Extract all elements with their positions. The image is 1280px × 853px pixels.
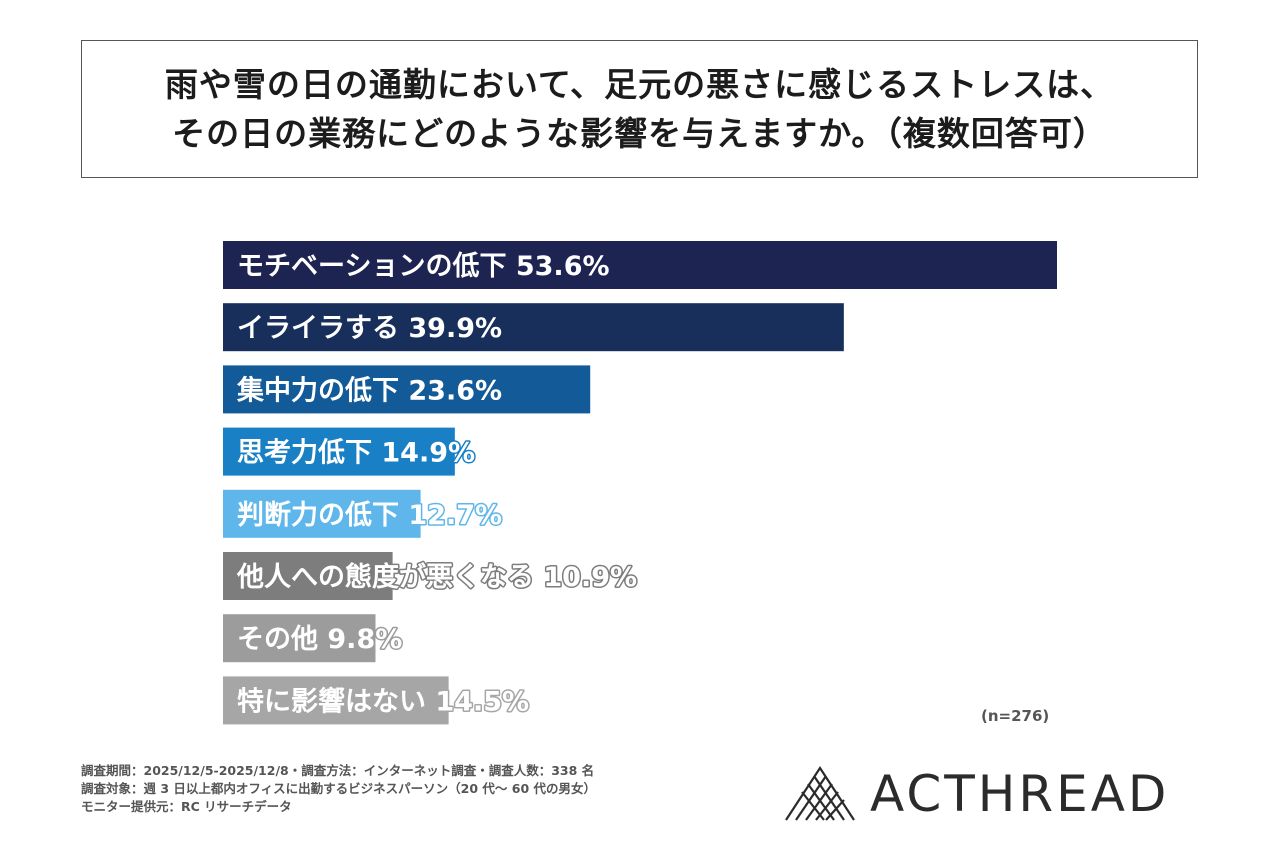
footnote-line: 調査対象：週 3 日以上都内オフィスに出勤するビジネスパーソン（20 代～ 60… (81, 781, 596, 796)
footnote-line: モニター提供元：RC リサーチデータ (81, 799, 292, 814)
chart-title-line-2: その日の業務にどのような影響を与えますか。（複数回答可） (172, 114, 1107, 153)
bar-6 (223, 552, 393, 600)
bar-label-5: 判断力の低下 12.7% (237, 500, 502, 531)
logo-wordmark: ACTHREAD (870, 765, 1170, 823)
bar-1 (223, 241, 1057, 289)
bar-label-4: 思考力低下 14.9% (237, 438, 475, 469)
survey-footnotes: 調査期間：2025/12/5-2025/12/8・調査方法：インターネット調査・… (81, 762, 596, 816)
bar-4 (223, 427, 455, 476)
bar-5 (223, 489, 421, 538)
woven-triangle-logo-icon (785, 766, 855, 821)
acthread-logo: ACTHREAD (784, 764, 1169, 824)
bar-7 (223, 614, 376, 663)
bar-label-2: イライラする 39.9% (237, 313, 502, 344)
bar-8 (223, 676, 449, 725)
chart-title-line-1: 雨や雪の日の通勤において、足元の悪さに感じるストレスは、 (164, 65, 1115, 104)
bar-3 (223, 365, 591, 414)
bar-label-7: その他 9.8% (237, 624, 402, 655)
footnote-line: 調査期間：2025/12/5-2025/12/8・調査方法：インターネット調査・… (81, 763, 595, 778)
bar-label-8: 特に影響はない 14.5% (237, 685, 529, 717)
bar-label-3: 集中力の低下 23.6% (236, 374, 502, 406)
bar-2 (223, 303, 844, 352)
chart-title-box: 雨や雪の日の通勤において、足元の悪さに感じるストレスは、 その日の業務にどのよう… (81, 40, 1198, 178)
bar-label-1: モチベーションの低下 53.6% (237, 251, 610, 282)
sample-size-label: (n=276) (981, 707, 1050, 725)
bar-label-6: 他人への態度が悪くなる 10.9% (236, 561, 637, 593)
